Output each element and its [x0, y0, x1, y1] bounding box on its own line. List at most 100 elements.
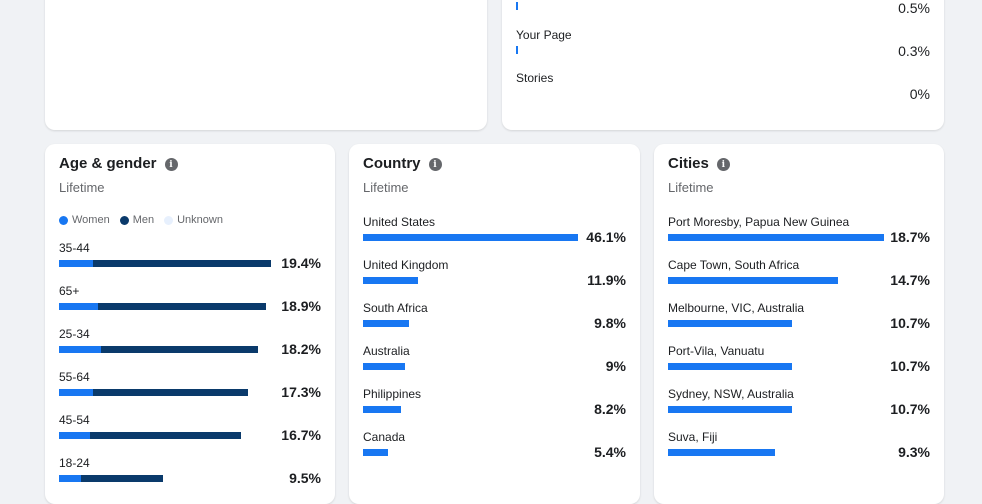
card-subtitle: Lifetime: [59, 180, 105, 195]
bar-label: 35-44: [59, 241, 90, 255]
bar-percent: 16.7%: [281, 427, 321, 443]
source-row: Your Page 0.3%: [516, 28, 930, 68]
bar-track: [59, 389, 248, 396]
bar-segment-men: [101, 346, 258, 353]
bar-segment-women: [59, 260, 93, 267]
bar-track: [363, 449, 388, 456]
bar-track: [668, 406, 792, 413]
cities-card: Cities i Lifetime Port Moresby, Papua Ne…: [654, 144, 944, 504]
bar-percent: 9.3%: [898, 444, 930, 460]
bar-track: [363, 277, 418, 284]
bar-row: Suva, Fiji 9.3%: [668, 430, 930, 470]
bar-track: [59, 260, 271, 267]
bar-label: United Kingdom: [363, 258, 449, 272]
bar-fill: [668, 234, 884, 241]
bar-track: [59, 475, 163, 482]
legend-item-unknown: Unknown: [164, 214, 223, 226]
bar-label: Port Moresby, Papua New Guinea: [668, 215, 850, 229]
bar-label: Australia: [363, 344, 410, 358]
legend-label: Unknown: [177, 214, 223, 226]
source-percent: 0%: [909, 86, 930, 102]
bar-segment-men: [98, 303, 266, 310]
bar-row: 25-34 18.2%: [59, 327, 321, 367]
bar-percent: 9%: [605, 358, 626, 374]
bar-row: 65+ 18.9%: [59, 284, 321, 324]
bar-label: 45-54: [59, 413, 90, 427]
bar-track: [59, 346, 258, 353]
info-icon[interactable]: i: [716, 158, 730, 171]
bar-row: United Kingdom 11.9%: [363, 258, 626, 298]
legend-item-women: Women: [59, 214, 110, 226]
source-row: 0.5%: [516, 0, 930, 30]
bar-percent: 10.7%: [890, 358, 930, 374]
bar-percent: 9.8%: [594, 315, 626, 331]
age-gender-card: Age & gender i Lifetime Women Men Unknow…: [45, 144, 335, 504]
bar-row: 35-44 19.4%: [59, 241, 321, 281]
source-row: Stories 0%: [516, 71, 930, 111]
bar-label: Melbourne, VIC, Australia: [668, 301, 805, 315]
sources-card: 0.5% Your Page 0.3% Stories 0%: [502, 0, 944, 130]
bar-row: 18-24 9.5%: [59, 456, 321, 496]
legend-item-men: Men: [119, 214, 155, 226]
bar-fill: [363, 449, 388, 456]
bar-label: Philippines: [363, 387, 422, 401]
bar-segment-women: [59, 346, 101, 353]
bar-label: South Africa: [363, 301, 428, 315]
age-gender-title: Age & gender: [59, 155, 157, 172]
bar-percent: 10.7%: [890, 401, 930, 417]
bar-percent: 19.4%: [281, 255, 321, 271]
cities-title: Cities: [668, 155, 709, 172]
bar-fill: [668, 277, 838, 284]
bar-segment-men: [93, 260, 271, 267]
bar-percent: 8.2%: [594, 401, 626, 417]
bar-segment-men: [81, 475, 163, 482]
bar-fill: [363, 320, 409, 327]
bar-row: Port Moresby, Papua New Guinea 18.7%: [668, 215, 930, 255]
legend-dot-icon: [119, 215, 129, 225]
bar-label: 18-24: [59, 456, 90, 470]
bar-row: Cape Town, South Africa 14.7%: [668, 258, 930, 298]
bar-percent: 18.9%: [281, 298, 321, 314]
bar-percent: 9.5%: [289, 470, 321, 486]
bar-fill: [668, 363, 792, 370]
top-left-card: [45, 0, 487, 130]
bar-label: Cape Town, South Africa: [668, 258, 800, 272]
source-label: Your Page: [516, 28, 572, 42]
country-card: Country i Lifetime United States 46.1% Uni…: [349, 144, 640, 504]
card-title: Country i: [363, 155, 442, 172]
bar-segment-men: [90, 432, 241, 439]
bar-row: United States 46.1%: [363, 215, 626, 255]
source-percent: 0.3%: [898, 43, 930, 59]
bar-track: [668, 234, 884, 241]
legend-label: Men: [132, 214, 155, 226]
bar-fill: [363, 277, 418, 284]
bar-row: Sydney, NSW, Australia 10.7%: [668, 387, 930, 427]
bar-track: [363, 320, 409, 327]
bar-segment-men: [93, 389, 248, 396]
info-icon[interactable]: i: [164, 158, 178, 171]
legend-dot-icon: [164, 215, 174, 225]
bar-row: Philippines 8.2%: [363, 387, 626, 427]
source-percent: 0.5%: [898, 0, 930, 16]
info-icon[interactable]: i: [428, 158, 442, 171]
bar-row: 55-64 17.3%: [59, 370, 321, 410]
bar-label: 55-64: [59, 370, 90, 384]
bar-percent: 17.3%: [281, 384, 321, 400]
bar-label: Sydney, NSW, Australia: [668, 387, 794, 401]
bar-label: 65+: [59, 284, 80, 298]
bar-segment-women: [59, 303, 98, 310]
bar-segment-women: [59, 432, 90, 439]
bar-fill: [363, 406, 401, 413]
card-title: Age & gender i: [59, 155, 178, 172]
source-label: Stories: [516, 71, 554, 85]
bar-label: Canada: [363, 430, 406, 444]
bar-label: United States: [363, 215, 436, 229]
bar-row: Canada 5.4%: [363, 430, 626, 470]
bar-track: [668, 277, 838, 284]
bar-label: Suva, Fiji: [668, 430, 718, 444]
bar-row: Port-Vila, Vanuatu 10.7%: [668, 344, 930, 384]
bar-segment-women: [59, 475, 81, 482]
bar-track: [363, 363, 405, 370]
bar-percent: 46.1%: [586, 229, 626, 245]
source-bar: [516, 46, 518, 54]
